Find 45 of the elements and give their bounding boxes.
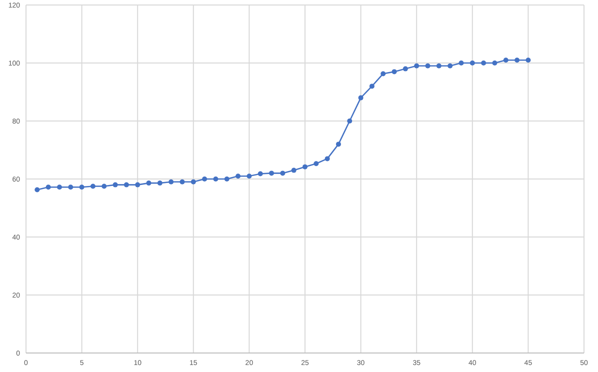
point	[90, 184, 96, 189]
point	[102, 184, 107, 189]
point	[68, 184, 74, 190]
point	[291, 168, 296, 173]
point	[224, 176, 230, 182]
point	[324, 156, 330, 162]
point	[425, 63, 430, 68]
point	[135, 182, 140, 188]
point	[402, 66, 408, 72]
point	[79, 184, 84, 190]
point	[168, 179, 174, 184]
point	[246, 174, 252, 179]
point	[448, 63, 453, 68]
point	[492, 60, 498, 66]
point	[124, 182, 129, 188]
point	[112, 182, 118, 188]
point	[56, 184, 62, 190]
point	[269, 170, 274, 176]
point	[358, 95, 364, 100]
point	[436, 63, 442, 68]
point	[336, 142, 341, 147]
point	[34, 187, 40, 192]
point	[157, 180, 162, 186]
point	[503, 58, 508, 63]
point	[458, 60, 464, 66]
point	[302, 164, 308, 170]
point	[180, 179, 185, 184]
point	[392, 69, 397, 74]
point	[314, 161, 319, 166]
point	[514, 58, 520, 63]
point	[236, 174, 241, 179]
point	[481, 60, 486, 66]
point	[380, 71, 386, 76]
point	[369, 84, 374, 89]
point	[146, 180, 152, 186]
point	[526, 58, 531, 63]
point	[202, 176, 208, 182]
point	[414, 63, 420, 68]
point	[46, 184, 51, 190]
point	[190, 179, 196, 184]
point	[347, 118, 352, 124]
point	[213, 176, 218, 182]
point	[470, 60, 475, 66]
point	[258, 171, 263, 176]
point	[280, 170, 286, 176]
